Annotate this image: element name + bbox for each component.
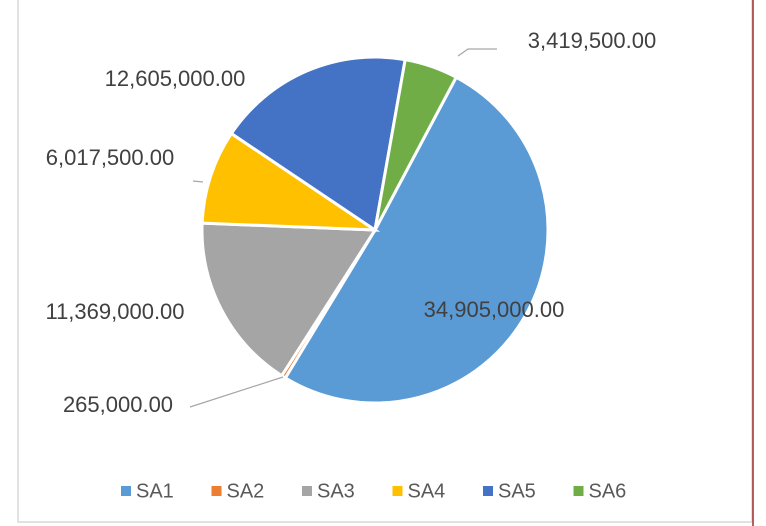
leader-line: [457, 48, 497, 57]
leader-line: [192, 180, 204, 183]
legend-label: SA4: [408, 480, 446, 502]
leader-line: [189, 376, 284, 408]
legend-label: SA3: [317, 480, 355, 502]
data-label: 11,369,000.00: [45, 299, 184, 324]
pie-slice: [373, 57, 459, 231]
data-label: 265,000.00: [63, 392, 173, 417]
legend-swatch: [392, 486, 403, 496]
pie-slice: [229, 55, 407, 233]
legend-label: SA2: [227, 480, 265, 502]
legend-swatch: [483, 486, 493, 496]
pie-slice: [283, 75, 550, 405]
legend-swatch: [302, 486, 312, 496]
legend-label: SA1: [136, 480, 174, 502]
legend-swatch: [121, 486, 131, 496]
data-label: 34,905,000.00: [424, 297, 565, 322]
legend-label: SA5: [498, 480, 536, 502]
legend-swatch: [573, 486, 584, 496]
legend-swatch: [211, 486, 222, 496]
data-label: 3,419,500.00: [528, 28, 656, 53]
legend-label: SA6: [589, 480, 627, 502]
data-label: 6,017,500.00: [46, 145, 174, 170]
data-label: 12,605,000.00: [105, 66, 246, 91]
pie-slice: [200, 131, 381, 232]
chart-border: [17, 0, 753, 523]
pie-slice: [200, 221, 378, 378]
